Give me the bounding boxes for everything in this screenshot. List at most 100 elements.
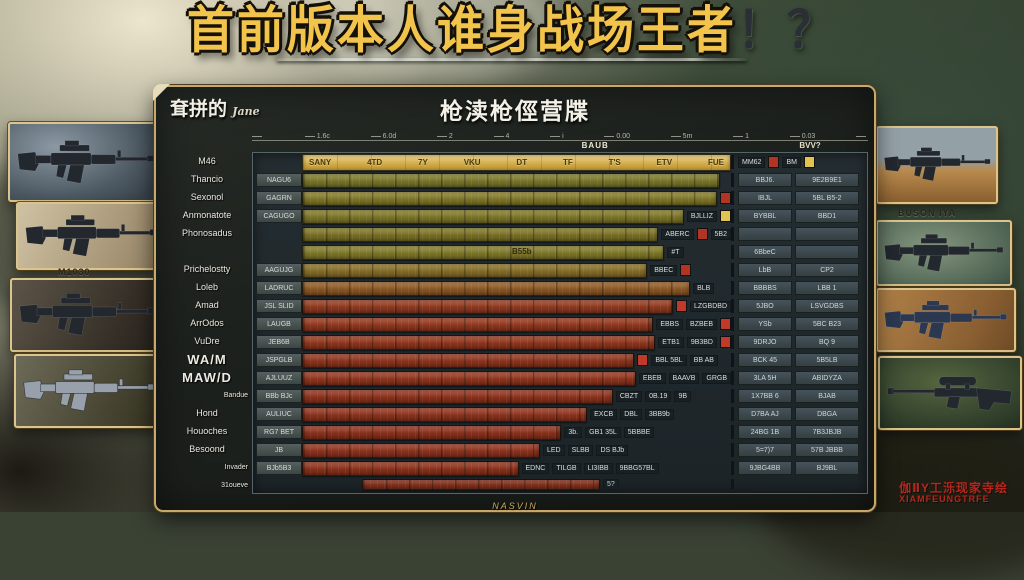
- value-cell-b: BQ 9: [795, 335, 859, 349]
- row-label-chip: JB: [256, 443, 302, 457]
- bar-value-chip: BLB: [693, 282, 715, 294]
- corner-label-text: 耷拼的: [170, 99, 228, 120]
- table-body: SANY 4TD 7Y VKU DT TF T'S ETV FUE MM62 BM NAGU6 BBJ6…: [252, 152, 868, 494]
- bar-value-chip: 5B2: [710, 228, 731, 240]
- value-cell-b: 5B5LB: [795, 353, 859, 367]
- ruler-tick: 6.0d: [370, 133, 396, 140]
- tick-label: 1.6c: [316, 133, 330, 140]
- stats-panel: 耷拼的 Jane 枪渎枪俓营牒 1.6c 6.0d 2 4 i 0.00 5m 1 0.03 B…: [153, 84, 876, 512]
- weapon-label-right: BUSON IYA: [898, 208, 957, 218]
- corner-script-text: Jane: [232, 105, 260, 118]
- stat-bar: [302, 424, 562, 440]
- value-cell-b: LSVGDBS: [795, 299, 859, 313]
- badge-square: [720, 318, 731, 330]
- value-cell-a: 24BG 1B: [738, 425, 792, 439]
- row-label-chip: AAGUJG: [256, 263, 302, 277]
- page-title-suffix: ！？: [737, 0, 837, 59]
- bar-value-chip: TILGB: [552, 462, 581, 474]
- row-track: LED SLBB DS BJb: [302, 442, 731, 458]
- header-cell: SANY: [309, 157, 332, 167]
- value-cell-b: ABIDYZA: [795, 371, 859, 385]
- row-name-label: Anmonatote: [182, 210, 232, 220]
- row-label-chip: GAGRN: [256, 191, 302, 205]
- weapon-thumb-left-2: [16, 202, 166, 270]
- page-title: 首前版本人谁身战场王者！？: [187, 4, 837, 55]
- table-row: LAUGB EBBS BZBEB YSb 5BC B23: [256, 316, 864, 332]
- value-cell-a: BYBBL: [738, 209, 792, 223]
- table-row: AAGUJG BBEC LbB CP2: [256, 262, 864, 278]
- row-right-zone: 5JBO LSVGDBS: [731, 299, 864, 313]
- row-name-label: Bandue: [223, 391, 248, 399]
- row-chip-cell: LAUGB: [256, 317, 302, 331]
- row-label-chip: NAGU6: [256, 173, 302, 187]
- row-chip-cell: JSL SLID: [256, 299, 302, 313]
- battle-rifle-icon: [883, 132, 992, 197]
- tick-dash: [370, 136, 381, 137]
- tick-dash: [604, 136, 615, 137]
- panel-header: 耷拼的 Jane 枪渎枪俓营牒: [156, 87, 874, 125]
- header-cell: DT: [516, 157, 528, 167]
- header-cell: TF: [562, 157, 573, 167]
- row-name-label: Phonosadus: [181, 228, 233, 238]
- value-cell-a: BCK 45: [738, 353, 792, 367]
- row-label-chip: AJLUUZ: [256, 371, 302, 385]
- value-cell-b: BJ9BL: [795, 461, 859, 475]
- value-cell-a: 3LA 5H: [738, 371, 792, 385]
- badge-square: [696, 228, 708, 240]
- bar-value-chip: GRGB: [702, 372, 731, 384]
- bar-value-chip: LZGBDBD: [689, 300, 731, 312]
- row-track: EXCB DBL 3BB9b: [302, 406, 731, 422]
- row-chip-cell: RG7 BET: [256, 425, 302, 439]
- ruler-tick: [856, 136, 868, 140]
- badge-square: [680, 264, 692, 276]
- weapon-thumb-right-4: [878, 356, 1022, 430]
- value-cell-b: 5BL B5-2: [795, 191, 859, 205]
- stat-bar: [302, 280, 691, 296]
- weapon-thumb-right-3: [876, 288, 1016, 352]
- value-cell-a: 9JBG4BB: [738, 461, 792, 475]
- row-track: EBEB BAAVB GRGB: [302, 370, 731, 386]
- bar-value-chip: BBEC: [650, 264, 678, 276]
- bar-value-chip: EBEB: [638, 372, 666, 384]
- row-right-zone: [731, 227, 864, 241]
- stat-bar: [302, 388, 613, 404]
- tick-dash: [436, 136, 447, 137]
- weapon-thumb-right-2: [876, 220, 1012, 286]
- tick-dash: [304, 136, 315, 137]
- row-right-zone: BBBBS LBB 1: [731, 281, 864, 295]
- row-name-label: [162, 242, 252, 260]
- row-right-zone: 6BbeC: [731, 245, 864, 259]
- weapon-thumb-left-4: [14, 354, 164, 428]
- bar-value-chip: 9B3BD: [686, 336, 717, 348]
- header-cell: 4TD: [367, 157, 383, 167]
- table-row: B55b #T 6BbeC: [256, 244, 864, 260]
- row-track: BLB: [302, 280, 731, 296]
- row-name-label: WA/M: [187, 351, 227, 367]
- value-cell-b: 9E2B9E1: [795, 173, 859, 187]
- bar-value-chip: BJLLIZ: [686, 210, 717, 222]
- row-name-label: VuDre: [194, 336, 220, 346]
- row-right-zone: 3LA 5H ABIDYZA: [731, 371, 864, 385]
- row-name-column: M46 Thancio Sexonol Anmonatote Phonosadus Pri…: [162, 152, 252, 494]
- assault-rifle-light-icon: [22, 360, 156, 422]
- tick-label: i: [562, 133, 564, 140]
- row-track: [302, 190, 731, 206]
- row-chip-cell: CAGUGO: [256, 209, 302, 223]
- value-cell-b: [795, 227, 859, 241]
- bar-value-chip: BAAVB: [668, 372, 700, 384]
- page-title-wrap: 首前版本人谁身战场王者！？: [0, 4, 1024, 61]
- row-chip-cell: [256, 245, 302, 259]
- assault-rifle-icon: [883, 226, 1004, 281]
- bar-value-chip: EBBS: [656, 318, 684, 330]
- table-row: GAGRN IBJL 5BL B5-2: [256, 190, 864, 206]
- tick-label: 4: [505, 133, 510, 140]
- tick-label: 2: [448, 133, 453, 140]
- watermark-line2: XIAMFEUNGTRFE: [899, 493, 990, 504]
- bar-value-chip: 3BB9b: [644, 408, 674, 420]
- tick-dash: [550, 136, 561, 137]
- header-cell: T'S: [608, 157, 621, 167]
- row-label-chip: RG7 BET: [256, 425, 302, 439]
- header-cell: ETV: [656, 157, 673, 167]
- row-name-label: Hond: [196, 408, 218, 418]
- ruler-tick: 0.03: [789, 133, 815, 140]
